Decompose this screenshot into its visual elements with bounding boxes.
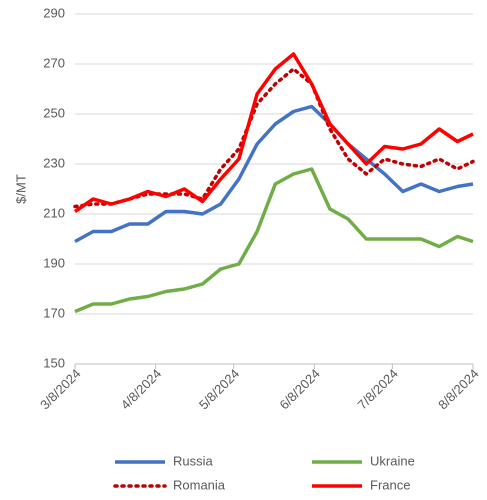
- x-tick-label: 3/8/2024: [37, 366, 83, 412]
- y-tick-label: 250: [43, 105, 65, 120]
- y-tick-label: 170: [43, 305, 65, 320]
- x-tick-label: 4/8/2024: [118, 366, 164, 412]
- x-tick-label: 6/8/2024: [276, 366, 322, 412]
- legend-label: Romania: [173, 477, 226, 492]
- x-tick-label: 7/8/2024: [355, 366, 401, 412]
- legend-label: Russia: [173, 453, 214, 468]
- y-tick-label: 290: [43, 5, 65, 20]
- x-tick-label: 8/8/2024: [435, 366, 481, 412]
- y-tick-label: 270: [43, 55, 65, 70]
- y-tick-label: 150: [43, 355, 65, 370]
- y-tick-label: 230: [43, 155, 65, 170]
- legend-label: France: [370, 477, 410, 492]
- y-tick-label: 210: [43, 205, 65, 220]
- y-axis-label: $/MT: [13, 174, 28, 204]
- y-tick-label: 190: [43, 255, 65, 270]
- legend-label: Ukraine: [370, 453, 415, 468]
- series-line: [74, 52, 474, 213]
- series-line: [74, 104, 474, 244]
- series-line: [74, 167, 474, 314]
- x-tick-label: 5/8/2024: [196, 366, 242, 412]
- series-line: [73, 67, 475, 209]
